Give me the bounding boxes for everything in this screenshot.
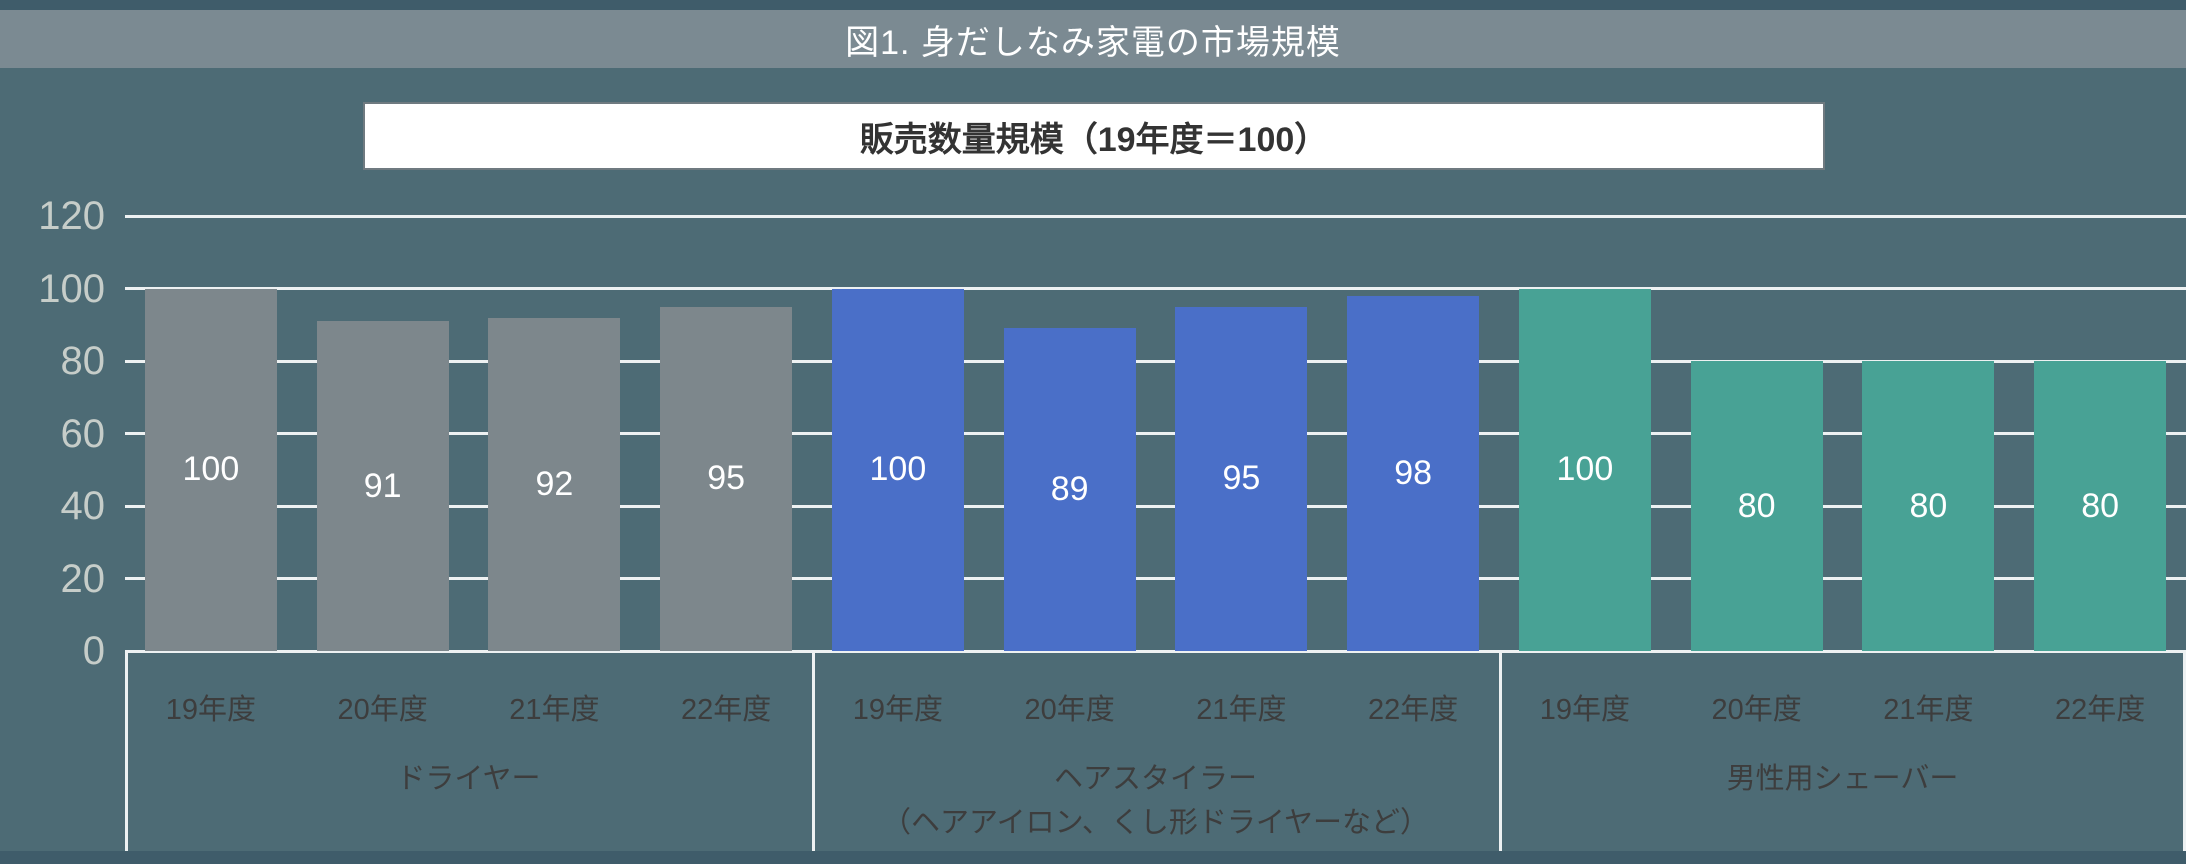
bar-value-label: 98 xyxy=(1394,453,1433,492)
bar: 80 xyxy=(2034,361,2167,651)
gridline xyxy=(125,504,2186,508)
bar: 92 xyxy=(488,317,621,651)
x-axis-tick-label: 19年度 xyxy=(165,694,256,726)
chart-subtitle: 販売数量規模（19年度＝100） xyxy=(859,120,1329,159)
category-group-label-line2: （ヘアアイロン、くし形ドライヤーなど） xyxy=(882,806,1429,839)
gridline xyxy=(125,649,2186,653)
bar: 91 xyxy=(316,321,449,651)
x-axis-tick-label: 20年度 xyxy=(1711,694,1802,726)
bar-value-label: 89 xyxy=(1050,470,1089,509)
bar-value-label: 91 xyxy=(363,466,402,505)
bar-value-label: 100 xyxy=(869,450,927,489)
gridline xyxy=(125,359,2186,363)
gridline xyxy=(125,214,2186,218)
axis-box-border xyxy=(812,651,815,851)
figure-title: 図1. 身だしなみ家電の市場規模 xyxy=(845,23,1341,62)
category-group-label-line1: 男性用シェーバー xyxy=(1726,763,1959,795)
y-axis-tick-label: 0 xyxy=(82,629,105,673)
x-axis-tick-label: 20年度 xyxy=(1024,694,1115,726)
x-axis-tick-label: 19年度 xyxy=(852,694,943,726)
bar-value-label: 80 xyxy=(1909,486,1948,525)
bar: 95 xyxy=(660,306,793,651)
x-axis-tick-label: 22年度 xyxy=(680,694,772,726)
bar-value-label: 92 xyxy=(535,464,574,503)
bar: 95 xyxy=(1175,306,1308,651)
x-axis-tick-label: 21年度 xyxy=(1883,694,1974,726)
chart-subtitle-box: 販売数量規模（19年度＝100） xyxy=(363,102,1825,170)
gridline xyxy=(125,577,2186,580)
bar: 89 xyxy=(1003,328,1136,651)
category-group-label: ドライヤー xyxy=(125,758,812,802)
y-axis-tick-label: 20 xyxy=(60,556,106,601)
y-axis-tick-label: 40 xyxy=(60,484,106,528)
bar-value-label: 80 xyxy=(1737,486,1776,525)
x-axis-tick-label: 22年度 xyxy=(1367,694,1459,726)
bar-value-label: 80 xyxy=(2081,486,2120,525)
bar-value-label: 100 xyxy=(1556,450,1614,489)
gridline xyxy=(125,432,2186,435)
y-axis-tick-label: 60 xyxy=(60,411,106,456)
bar-value-label: 95 xyxy=(707,459,746,498)
bar: 98 xyxy=(1347,295,1480,651)
y-axis-tick-label: 120 xyxy=(38,194,105,238)
bar: 100 xyxy=(144,288,277,651)
bar: 80 xyxy=(1862,361,1995,651)
x-axis-tick-label: 21年度 xyxy=(509,694,600,726)
bar: 100 xyxy=(1518,288,1651,651)
top-border-strip xyxy=(0,0,2186,10)
axis-box-border xyxy=(2183,651,2186,851)
y-axis-tick-label: 80 xyxy=(60,339,106,383)
category-group-label-line1: ヘアスタイラー xyxy=(1053,763,1257,795)
category-group-label-line1: ドライヤー xyxy=(396,763,541,795)
bottom-border-strip xyxy=(0,851,2186,864)
category-group-label: 男性用シェーバー xyxy=(1499,758,2186,802)
x-axis-tick-label: 22年度 xyxy=(2054,694,2146,726)
y-axis-tick-label: 100 xyxy=(38,266,105,311)
bar: 80 xyxy=(1690,361,1823,651)
bar-value-label: 95 xyxy=(1222,459,1261,498)
bar-value-label: 100 xyxy=(182,450,240,489)
axis-box-border xyxy=(125,651,128,851)
x-axis-tick-label: 19年度 xyxy=(1539,694,1630,726)
gridline xyxy=(125,287,2186,290)
figure-title-bar: 図1. 身だしなみ家電の市場規模 xyxy=(0,10,2186,68)
bar: 100 xyxy=(831,288,964,651)
axis-box-border xyxy=(1499,651,1502,851)
category-group-label: ヘアスタイラー （ヘアアイロン、くし形ドライヤーなど） xyxy=(812,758,1499,845)
x-axis-tick-label: 20年度 xyxy=(337,694,428,726)
x-axis-tick-label: 21年度 xyxy=(1196,694,1287,726)
